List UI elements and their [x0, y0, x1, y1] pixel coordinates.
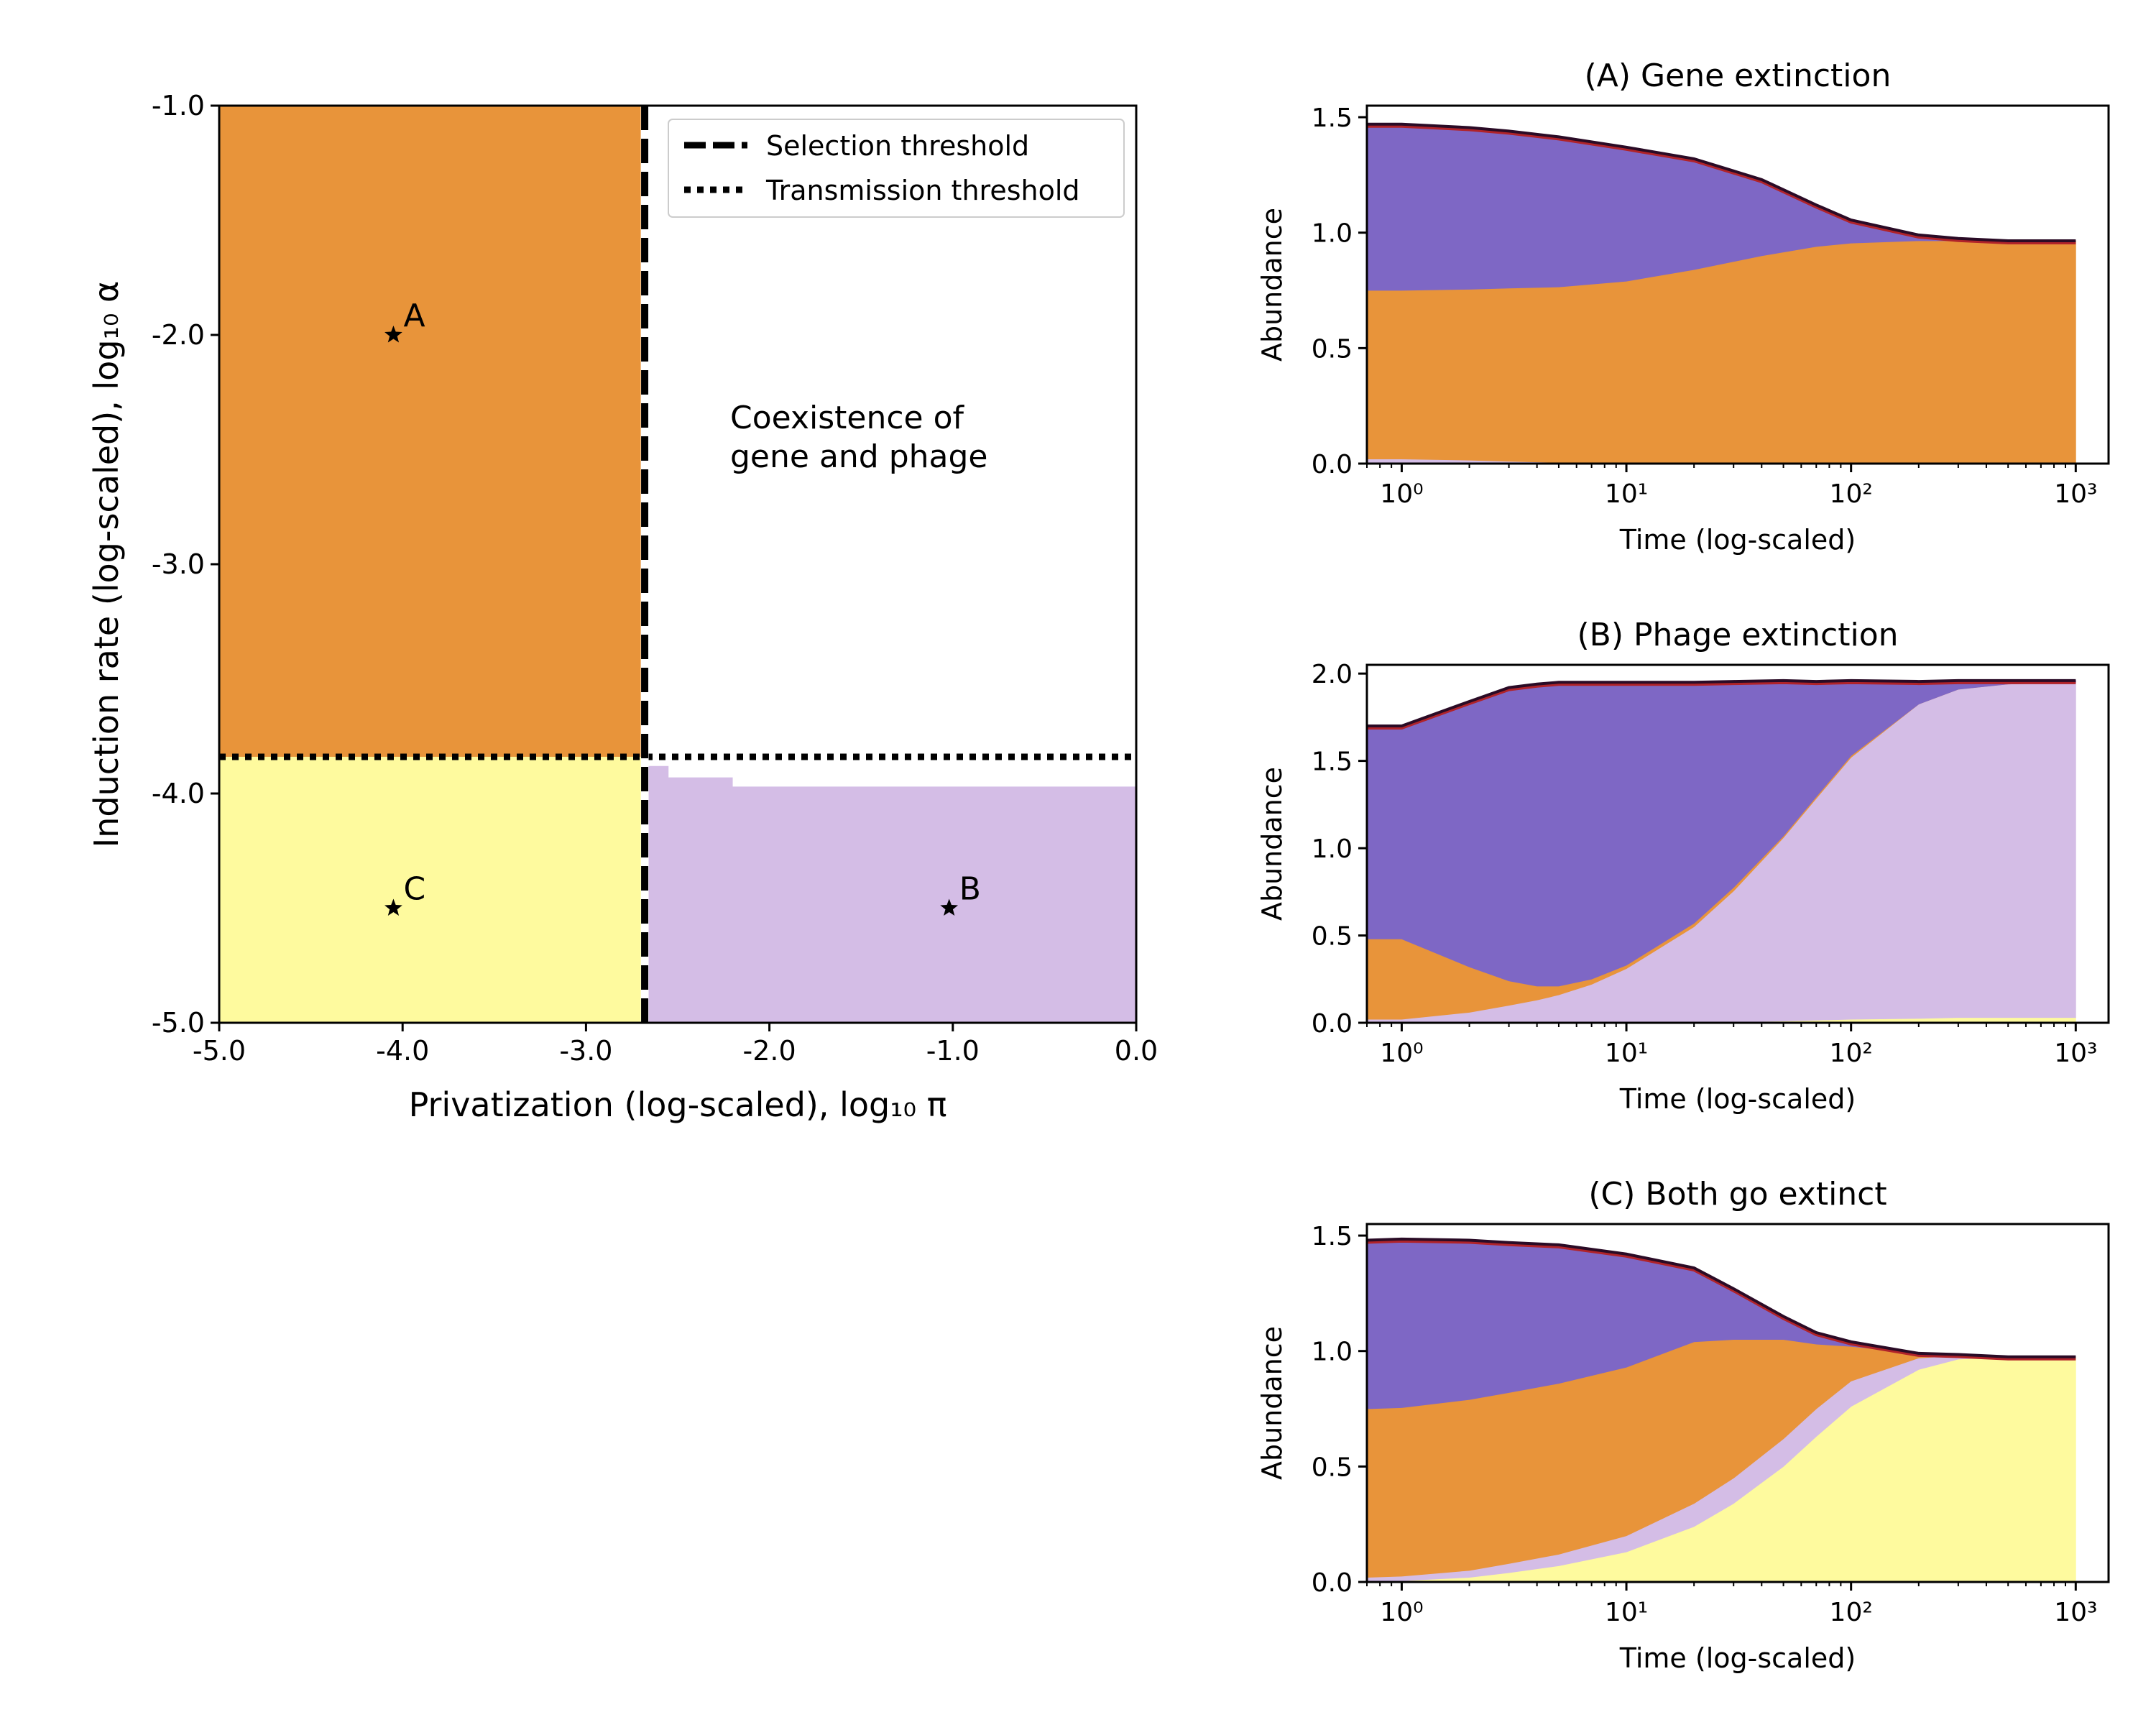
panel-a-y-tick-label: 1.0	[1312, 219, 1353, 249]
panel-c: (C) Both go extinct 0.0 0.5 1.0 1.5 10⁰ 10¹ 10…	[1256, 1176, 2110, 1674]
region-annotation-line-2: gene and phage	[730, 438, 988, 475]
panel-c-x-axis-label: Time (log-scaled)	[1619, 1642, 1856, 1674]
panel-a-frame	[1365, 104, 2110, 465]
panel-a-x-tick-label: 10¹	[1605, 479, 1648, 509]
panel-a-total-outline-red	[1367, 124, 2076, 244]
phase-y-tick-label: -3.0	[152, 548, 205, 580]
panel-a-x-tick-label: 10²	[1830, 479, 1873, 509]
panel-b-y-axis-label: Abundance	[1256, 767, 1288, 921]
panel-a-total-outline	[1367, 122, 2076, 242]
panel-c-x-tick-label: 10⁰	[1380, 1598, 1423, 1627]
panel-a-title: (A) Gene extinction	[1585, 58, 1892, 94]
panel-a-x-tick-label: 10⁰	[1380, 479, 1423, 509]
phase-x-tick-label: -3.0	[559, 1035, 612, 1067]
phase-x-tick-label: -4.0	[376, 1035, 429, 1067]
panel-c-frame	[1365, 1223, 2110, 1583]
panel-a: (A) Gene extinction 0.0 0.5 1.0 1.5 10⁰ 10¹ 10…	[1256, 58, 2110, 556]
region-gene-extinction	[219, 106, 645, 757]
phase-x-tick-label: -5.0	[193, 1035, 246, 1067]
legend: Selection threshold Transmission thresho…	[668, 119, 1125, 218]
panel-b-x-tick-label: 10²	[1830, 1039, 1873, 1068]
panel-b-y-tick-label: 0.5	[1312, 922, 1353, 952]
panel-b-x-axis-label: Time (log-scaled)	[1619, 1083, 1856, 1115]
panel-b: (B) Phage extinction 0.0 0.5 1.0 1.5 2.0 10⁰ 1…	[1256, 617, 2110, 1115]
panel-c-y-tick-label: 0.0	[1312, 1568, 1353, 1598]
point-a-marker	[384, 326, 402, 343]
panel-a-x-tick-label: 10³	[2054, 479, 2097, 509]
panel-b-y-tick-label: 2.0	[1312, 660, 1353, 689]
panel-b-title: (B) Phage extinction	[1577, 617, 1898, 653]
point-c-label: C	[403, 871, 425, 908]
phase-y-tick-label: -4.0	[152, 778, 205, 809]
panel-c-total-outline	[1367, 1237, 2076, 1358]
panel-c-x-tick-label: 10³	[2054, 1598, 2097, 1627]
panel-b-x-tick-label: 10⁰	[1380, 1039, 1423, 1068]
panel-c-title: (C) Both go extinct	[1588, 1176, 1886, 1213]
panel-c-y-axis-label: Abundance	[1256, 1326, 1288, 1480]
panel-a-y-tick-label: 1.5	[1312, 104, 1353, 133]
phase-x-axis-label: Privatization (log-scaled), log₁₀ π	[409, 1085, 947, 1124]
panel-b-total-outline	[1367, 678, 2076, 728]
panel-a-y-tick-label: 0.5	[1312, 334, 1353, 364]
phase-diagram: A B C Coexistence of gene and phage -5.0 -4…	[87, 90, 1158, 1124]
phase-x-tick-label: -1.0	[926, 1035, 980, 1067]
legend-entry-transmission: Transmission threshold	[765, 175, 1080, 206]
phase-x-tick-label: 0.0	[1115, 1035, 1158, 1067]
panel-b-x-tick-label: 10³	[2054, 1039, 2097, 1068]
phase-y-tick-label: -2.0	[152, 319, 205, 351]
panel-a-x-axis-label: Time (log-scaled)	[1619, 524, 1856, 556]
legend-entry-selection: Selection threshold	[766, 130, 1029, 162]
panel-a-y-axis-label: Abundance	[1256, 208, 1288, 362]
panel-c-x-tick-label: 10¹	[1605, 1598, 1648, 1627]
region-both-extinct	[219, 756, 645, 1023]
phase-y-tick-label: -5.0	[152, 1007, 205, 1039]
panel-b-y-tick-label: 1.5	[1312, 748, 1353, 777]
panel-c-x-tick-label: 10²	[1830, 1598, 1873, 1627]
panel-b-y-tick-label: 0.0	[1312, 1009, 1353, 1039]
region-phage-extinction	[645, 765, 1136, 1023]
panel-c-y-tick-label: 1.0	[1312, 1338, 1353, 1367]
panel-c-total-outline-red	[1367, 1239, 2076, 1361]
panel-a-y-tick-label: 0.0	[1312, 450, 1353, 479]
phase-y-tick-label: -1.0	[152, 90, 205, 121]
panel-b-total-outline-red	[1367, 681, 2076, 730]
panel-b-x-tick-label: 10¹	[1605, 1039, 1648, 1068]
panel-c-y-tick-label: 1.5	[1312, 1222, 1353, 1251]
phase-x-tick-label: -2.0	[743, 1035, 796, 1067]
point-b-marker	[940, 898, 959, 916]
panel-c-y-tick-label: 0.5	[1312, 1453, 1353, 1482]
point-c-marker	[384, 898, 402, 916]
panel-b-y-tick-label: 1.0	[1312, 834, 1353, 864]
phase-y-axis-label: Induction rate (log-scaled), log₁₀ α	[87, 281, 126, 848]
panel-b-frame	[1365, 663, 2110, 1024]
point-a-label: A	[403, 298, 425, 334]
legend-box	[668, 119, 1125, 218]
region-annotation-line-1: Coexistence of	[730, 400, 965, 436]
point-b-label: B	[959, 871, 981, 908]
